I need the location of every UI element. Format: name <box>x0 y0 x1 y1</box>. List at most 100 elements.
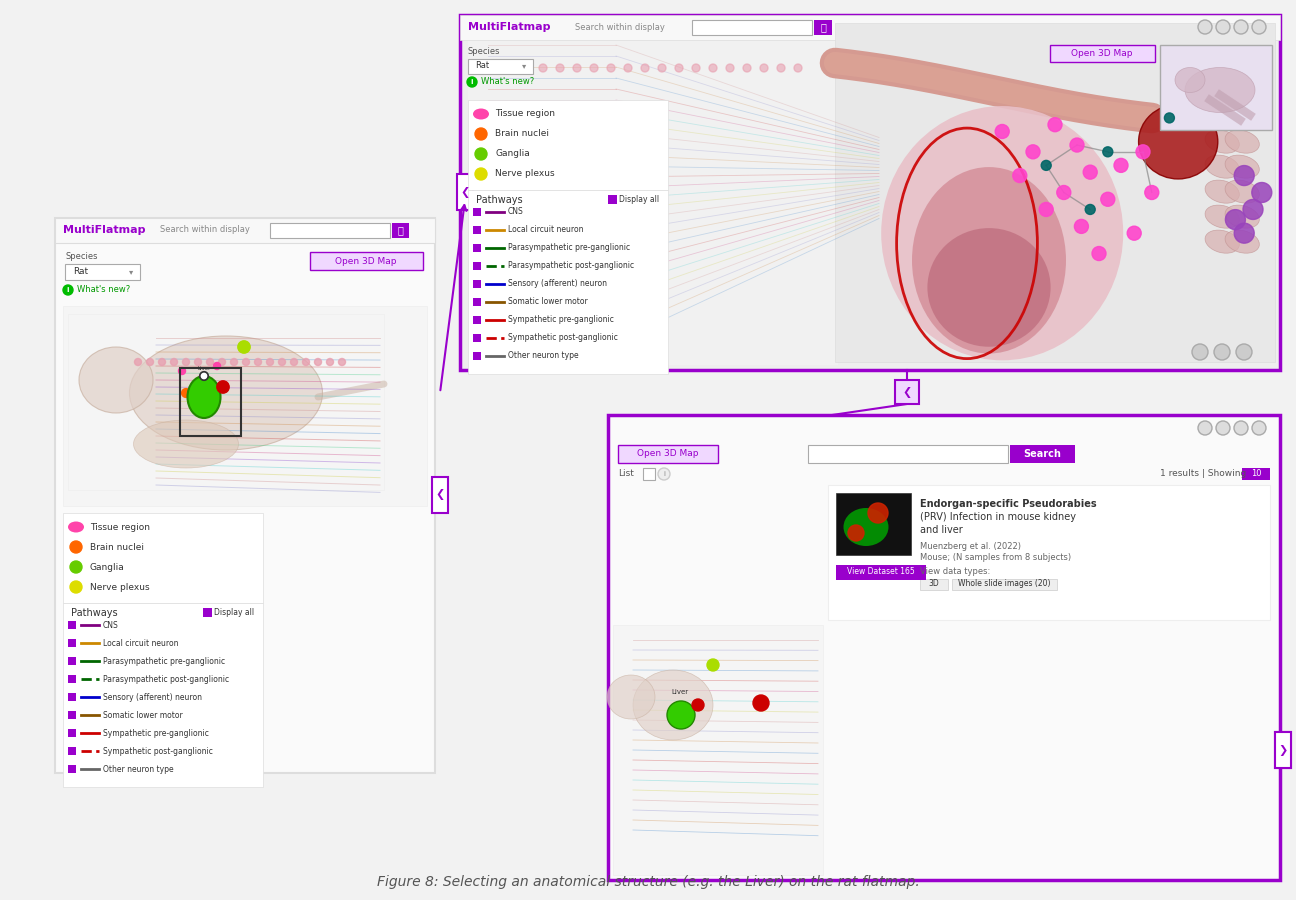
Text: Search within display: Search within display <box>575 22 665 32</box>
Text: Endorgan-specific Pseudorabies: Endorgan-specific Pseudorabies <box>920 499 1096 509</box>
Circle shape <box>1012 168 1026 183</box>
Bar <box>608 195 617 204</box>
Bar <box>836 493 911 555</box>
Circle shape <box>64 285 73 295</box>
Bar <box>828 485 1270 620</box>
Circle shape <box>158 358 166 365</box>
Text: Tissue region: Tissue region <box>89 523 150 532</box>
Text: Parasympathetic pre-ganglionic: Parasympathetic pre-ganglionic <box>508 244 630 253</box>
Text: Open 3D Map: Open 3D Map <box>336 256 397 266</box>
Circle shape <box>868 503 888 523</box>
Text: Other neuron type: Other neuron type <box>508 352 578 361</box>
Text: Sensory (afferent) neuron: Sensory (afferent) neuron <box>102 692 202 701</box>
Ellipse shape <box>1185 68 1255 112</box>
Text: ❯: ❯ <box>1278 744 1288 755</box>
Text: ?: ? <box>241 752 249 764</box>
Circle shape <box>590 64 597 72</box>
Bar <box>807 445 1008 463</box>
Text: Display all: Display all <box>214 608 254 617</box>
Text: Species: Species <box>65 252 97 261</box>
Circle shape <box>1074 220 1089 233</box>
Bar <box>896 380 919 404</box>
Circle shape <box>692 699 704 711</box>
Circle shape <box>709 64 717 72</box>
Circle shape <box>1039 202 1054 217</box>
Text: ⌕: ⌕ <box>820 22 826 32</box>
Circle shape <box>476 168 487 180</box>
Text: Rat: Rat <box>73 267 88 276</box>
Text: Somatic lower motor: Somatic lower motor <box>508 298 588 307</box>
Text: Brain nuclei: Brain nuclei <box>89 543 144 552</box>
Text: Brain nuclei: Brain nuclei <box>495 130 550 139</box>
Text: 10: 10 <box>1251 470 1261 479</box>
Text: 3D: 3D <box>929 580 940 589</box>
Bar <box>1275 732 1291 768</box>
Bar <box>1242 468 1270 480</box>
Text: CNS: CNS <box>102 620 119 629</box>
Bar <box>468 59 533 74</box>
Ellipse shape <box>188 376 220 418</box>
Text: Species: Species <box>468 47 500 56</box>
Bar <box>54 218 435 773</box>
Bar <box>432 477 448 513</box>
Bar <box>814 20 832 35</box>
Text: Other neuron type: Other neuron type <box>102 764 174 773</box>
Circle shape <box>1236 344 1252 360</box>
Bar <box>953 579 1058 590</box>
Circle shape <box>995 124 1010 139</box>
Bar <box>473 352 481 360</box>
Circle shape <box>1137 145 1150 158</box>
Text: i: i <box>67 287 69 293</box>
Ellipse shape <box>1225 180 1260 203</box>
Circle shape <box>1041 160 1051 170</box>
Text: What's new?: What's new? <box>481 77 534 86</box>
Bar <box>67 765 76 773</box>
Ellipse shape <box>912 167 1067 354</box>
Circle shape <box>467 77 477 87</box>
Circle shape <box>794 64 802 72</box>
Circle shape <box>302 358 310 365</box>
Circle shape <box>279 358 285 365</box>
Bar <box>64 306 426 506</box>
Circle shape <box>1048 118 1061 131</box>
Text: Search within display: Search within display <box>159 226 250 235</box>
Text: (PRV) Infection in mouse kidney: (PRV) Infection in mouse kidney <box>920 512 1076 522</box>
Circle shape <box>658 468 670 480</box>
Text: Sensory (afferent) neuron: Sensory (afferent) neuron <box>508 280 607 289</box>
Circle shape <box>1216 20 1230 34</box>
Text: Ganglia: Ganglia <box>495 149 530 158</box>
Ellipse shape <box>473 109 489 120</box>
Text: Figure 8: Selecting an anatomical structure (e.g. the Liver) on the rat flatmap.: Figure 8: Selecting an anatomical struct… <box>377 875 919 889</box>
Circle shape <box>1252 183 1271 202</box>
Circle shape <box>476 128 487 140</box>
Circle shape <box>216 381 229 393</box>
Bar <box>692 20 813 35</box>
Circle shape <box>171 358 178 365</box>
Bar <box>473 226 481 234</box>
Circle shape <box>778 64 785 72</box>
Bar <box>310 252 422 270</box>
Ellipse shape <box>1225 155 1260 178</box>
Ellipse shape <box>1205 180 1239 203</box>
Circle shape <box>1115 158 1128 173</box>
Bar <box>203 608 213 617</box>
Text: Mouse; (N samples from 8 subjects): Mouse; (N samples from 8 subjects) <box>920 553 1070 562</box>
Bar <box>473 208 481 216</box>
Bar <box>473 280 481 288</box>
Text: Pathways: Pathways <box>476 195 522 205</box>
Circle shape <box>556 64 564 72</box>
Circle shape <box>315 358 321 365</box>
Circle shape <box>623 64 632 72</box>
Circle shape <box>1214 344 1230 360</box>
Bar <box>473 316 481 324</box>
Circle shape <box>179 367 185 374</box>
Ellipse shape <box>1225 230 1260 253</box>
Bar <box>618 445 718 463</box>
Circle shape <box>70 581 82 593</box>
Circle shape <box>1144 185 1159 200</box>
Bar <box>67 747 76 755</box>
Bar <box>608 415 1280 880</box>
Circle shape <box>1198 421 1212 435</box>
Bar <box>67 693 76 701</box>
Text: Search: Search <box>1023 449 1061 459</box>
